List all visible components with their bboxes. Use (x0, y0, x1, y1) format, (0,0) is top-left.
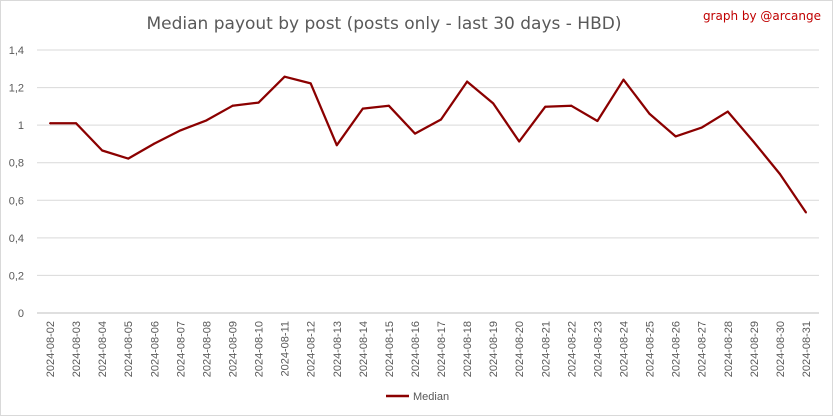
x-tick-label: 2024-08-27 (697, 321, 709, 377)
data-point (674, 135, 677, 138)
y-tick-label: 0,2 (9, 270, 24, 282)
data-point (570, 104, 573, 107)
data-point (49, 122, 52, 125)
legend-label-median: Median (413, 391, 449, 403)
x-tick-label: 2024-08-03 (71, 321, 83, 377)
data-point (205, 119, 208, 122)
x-tick-label: 2024-08-20 (514, 321, 526, 377)
data-point (466, 80, 469, 83)
chart-credit: graph by @arcange (703, 9, 821, 23)
x-tick-label: 2024-08-23 (592, 321, 604, 377)
data-point (283, 75, 286, 78)
x-tick-label: 2024-08-08 (201, 321, 213, 377)
data-point (231, 104, 234, 107)
x-tick-label: 2024-08-28 (723, 321, 735, 377)
data-point (413, 132, 416, 135)
x-tick-label: 2024-08-29 (749, 321, 761, 377)
data-point (518, 140, 521, 143)
x-tick-label: 2024-08-07 (175, 321, 187, 377)
data-point (622, 78, 625, 81)
data-point (361, 107, 364, 110)
x-tick-label: 2024-08-06 (149, 321, 161, 377)
gridlines (37, 49, 819, 314)
x-tick-label: 2024-08-11 (280, 321, 292, 376)
x-tick-label: 2024-08-14 (358, 321, 370, 377)
data-point (127, 157, 130, 160)
data-point (648, 112, 651, 115)
x-tick-label: 2024-08-13 (332, 321, 344, 377)
y-tick-label: 0,4 (9, 233, 24, 245)
data-point (387, 104, 390, 107)
x-tick-label: 2024-08-15 (384, 321, 396, 377)
x-tick-label: 2024-08-05 (123, 321, 135, 377)
data-point (492, 102, 495, 105)
x-tick-label: 2024-08-16 (410, 321, 422, 377)
x-tick-label: 2024-08-24 (619, 321, 631, 377)
data-point (335, 144, 338, 147)
x-tick-label: 2024-08-18 (462, 321, 474, 377)
x-tick-label: 2024-08-04 (97, 321, 109, 377)
y-tick-label: 1,2 (9, 83, 24, 95)
legend: Median (386, 391, 449, 403)
series-line-median (50, 75, 807, 214)
x-tick-label: 2024-08-02 (45, 321, 57, 377)
x-tick-label: 2024-08-09 (228, 321, 240, 377)
x-tick-label: 2024-08-12 (306, 321, 318, 377)
x-tick-label: 2024-08-10 (254, 321, 266, 377)
data-point (778, 172, 781, 175)
data-point (257, 101, 260, 104)
data-point (752, 141, 755, 144)
x-tick-label: 2024-08-17 (436, 321, 448, 377)
x-tick-label: 2024-08-19 (488, 321, 500, 377)
data-point (440, 118, 443, 121)
data-point (700, 126, 703, 129)
x-tick-label: 2024-08-22 (566, 321, 578, 377)
data-point (75, 122, 78, 125)
data-point (726, 110, 729, 113)
series-layer (49, 75, 807, 214)
data-point (804, 211, 807, 214)
y-axis: 0 0,2 0,4 0,6 0,8 1 1,2 1,4 (9, 45, 24, 320)
chart-title: Median payout by post (posts only - last… (147, 14, 622, 34)
y-tick-label: 0,6 (9, 195, 24, 207)
data-point (153, 142, 156, 145)
x-tick-label: 2024-08-21 (540, 321, 552, 377)
y-tick-label: 1 (18, 120, 24, 132)
y-tick-label: 0 (18, 308, 24, 320)
data-point (309, 82, 312, 85)
x-tick-label: 2024-08-25 (645, 321, 657, 377)
data-point (101, 149, 104, 152)
x-tick-label: 2024-08-30 (775, 321, 787, 377)
y-tick-label: 0,8 (9, 158, 24, 170)
data-point (179, 129, 182, 132)
x-tick-label: 2024-08-31 (801, 321, 813, 377)
data-point (596, 120, 599, 123)
x-tick-label: 2024-08-26 (671, 321, 683, 377)
data-point (544, 105, 547, 108)
y-tick-label: 1,4 (9, 45, 24, 57)
x-axis: 2024-08-02 2024-08-03 2024-08-04 2024-08-05… (45, 321, 813, 377)
